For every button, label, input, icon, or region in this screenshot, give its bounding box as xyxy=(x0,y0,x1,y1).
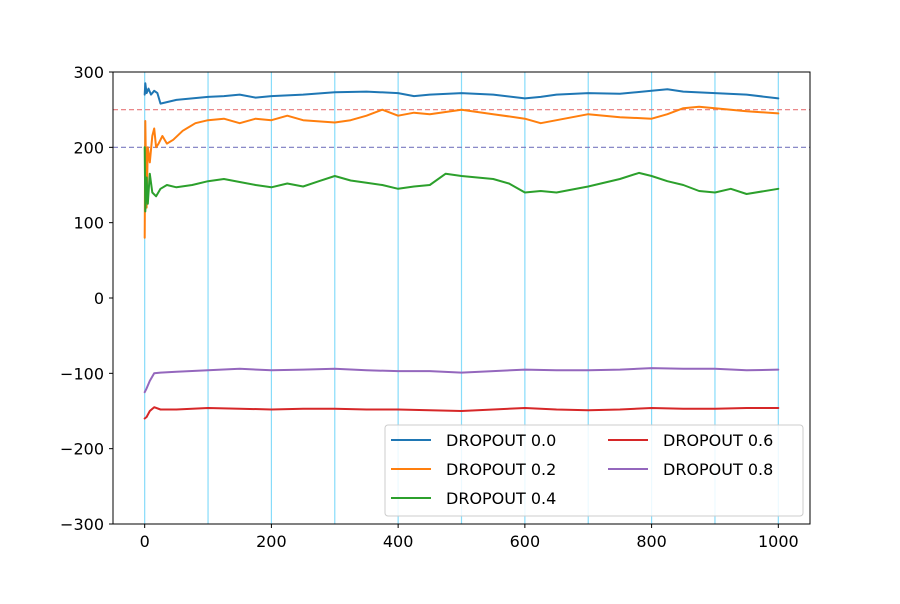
series-line-2 xyxy=(143,146,780,213)
x-tick-label: 200 xyxy=(256,532,287,551)
legend-label: DROPOUT 0.2 xyxy=(446,460,556,479)
y-tick-label: 200 xyxy=(73,138,104,157)
legend-label: DROPOUT 0.4 xyxy=(446,489,556,508)
x-tick-label: 0 xyxy=(140,532,150,551)
x-axis: 0 200 400 600 800 1000 xyxy=(140,524,799,551)
x-tick-label: 800 xyxy=(636,532,667,551)
x-tick-label: 400 xyxy=(383,532,414,551)
x-tick-label: 600 xyxy=(510,532,541,551)
y-axis: −300 −200 −100 0 100 200 300 xyxy=(60,63,113,534)
y-tick-label: −100 xyxy=(60,364,104,383)
series-line-0 xyxy=(143,82,780,105)
legend-label: DROPOUT 0.6 xyxy=(663,431,773,450)
y-tick-label: −300 xyxy=(60,515,104,534)
series-line-3 xyxy=(143,406,780,420)
legend-label: DROPOUT 0.8 xyxy=(663,460,773,479)
y-tick-label: 100 xyxy=(73,214,104,233)
legend-box xyxy=(384,424,804,517)
legend: DROPOUT 0.0 DROPOUT 0.2 DROPOUT 0.4 DROPOUT… xyxy=(384,424,804,517)
series-line-1 xyxy=(143,105,780,239)
y-tick-label: 0 xyxy=(94,289,104,308)
y-tick-label: 300 xyxy=(73,63,104,82)
y-tick-label: −200 xyxy=(60,440,104,459)
legend-label: DROPOUT 0.0 xyxy=(446,431,556,450)
x-tick-label: 1000 xyxy=(758,532,799,551)
series-line-4 xyxy=(143,367,780,394)
series-lines xyxy=(143,82,780,420)
